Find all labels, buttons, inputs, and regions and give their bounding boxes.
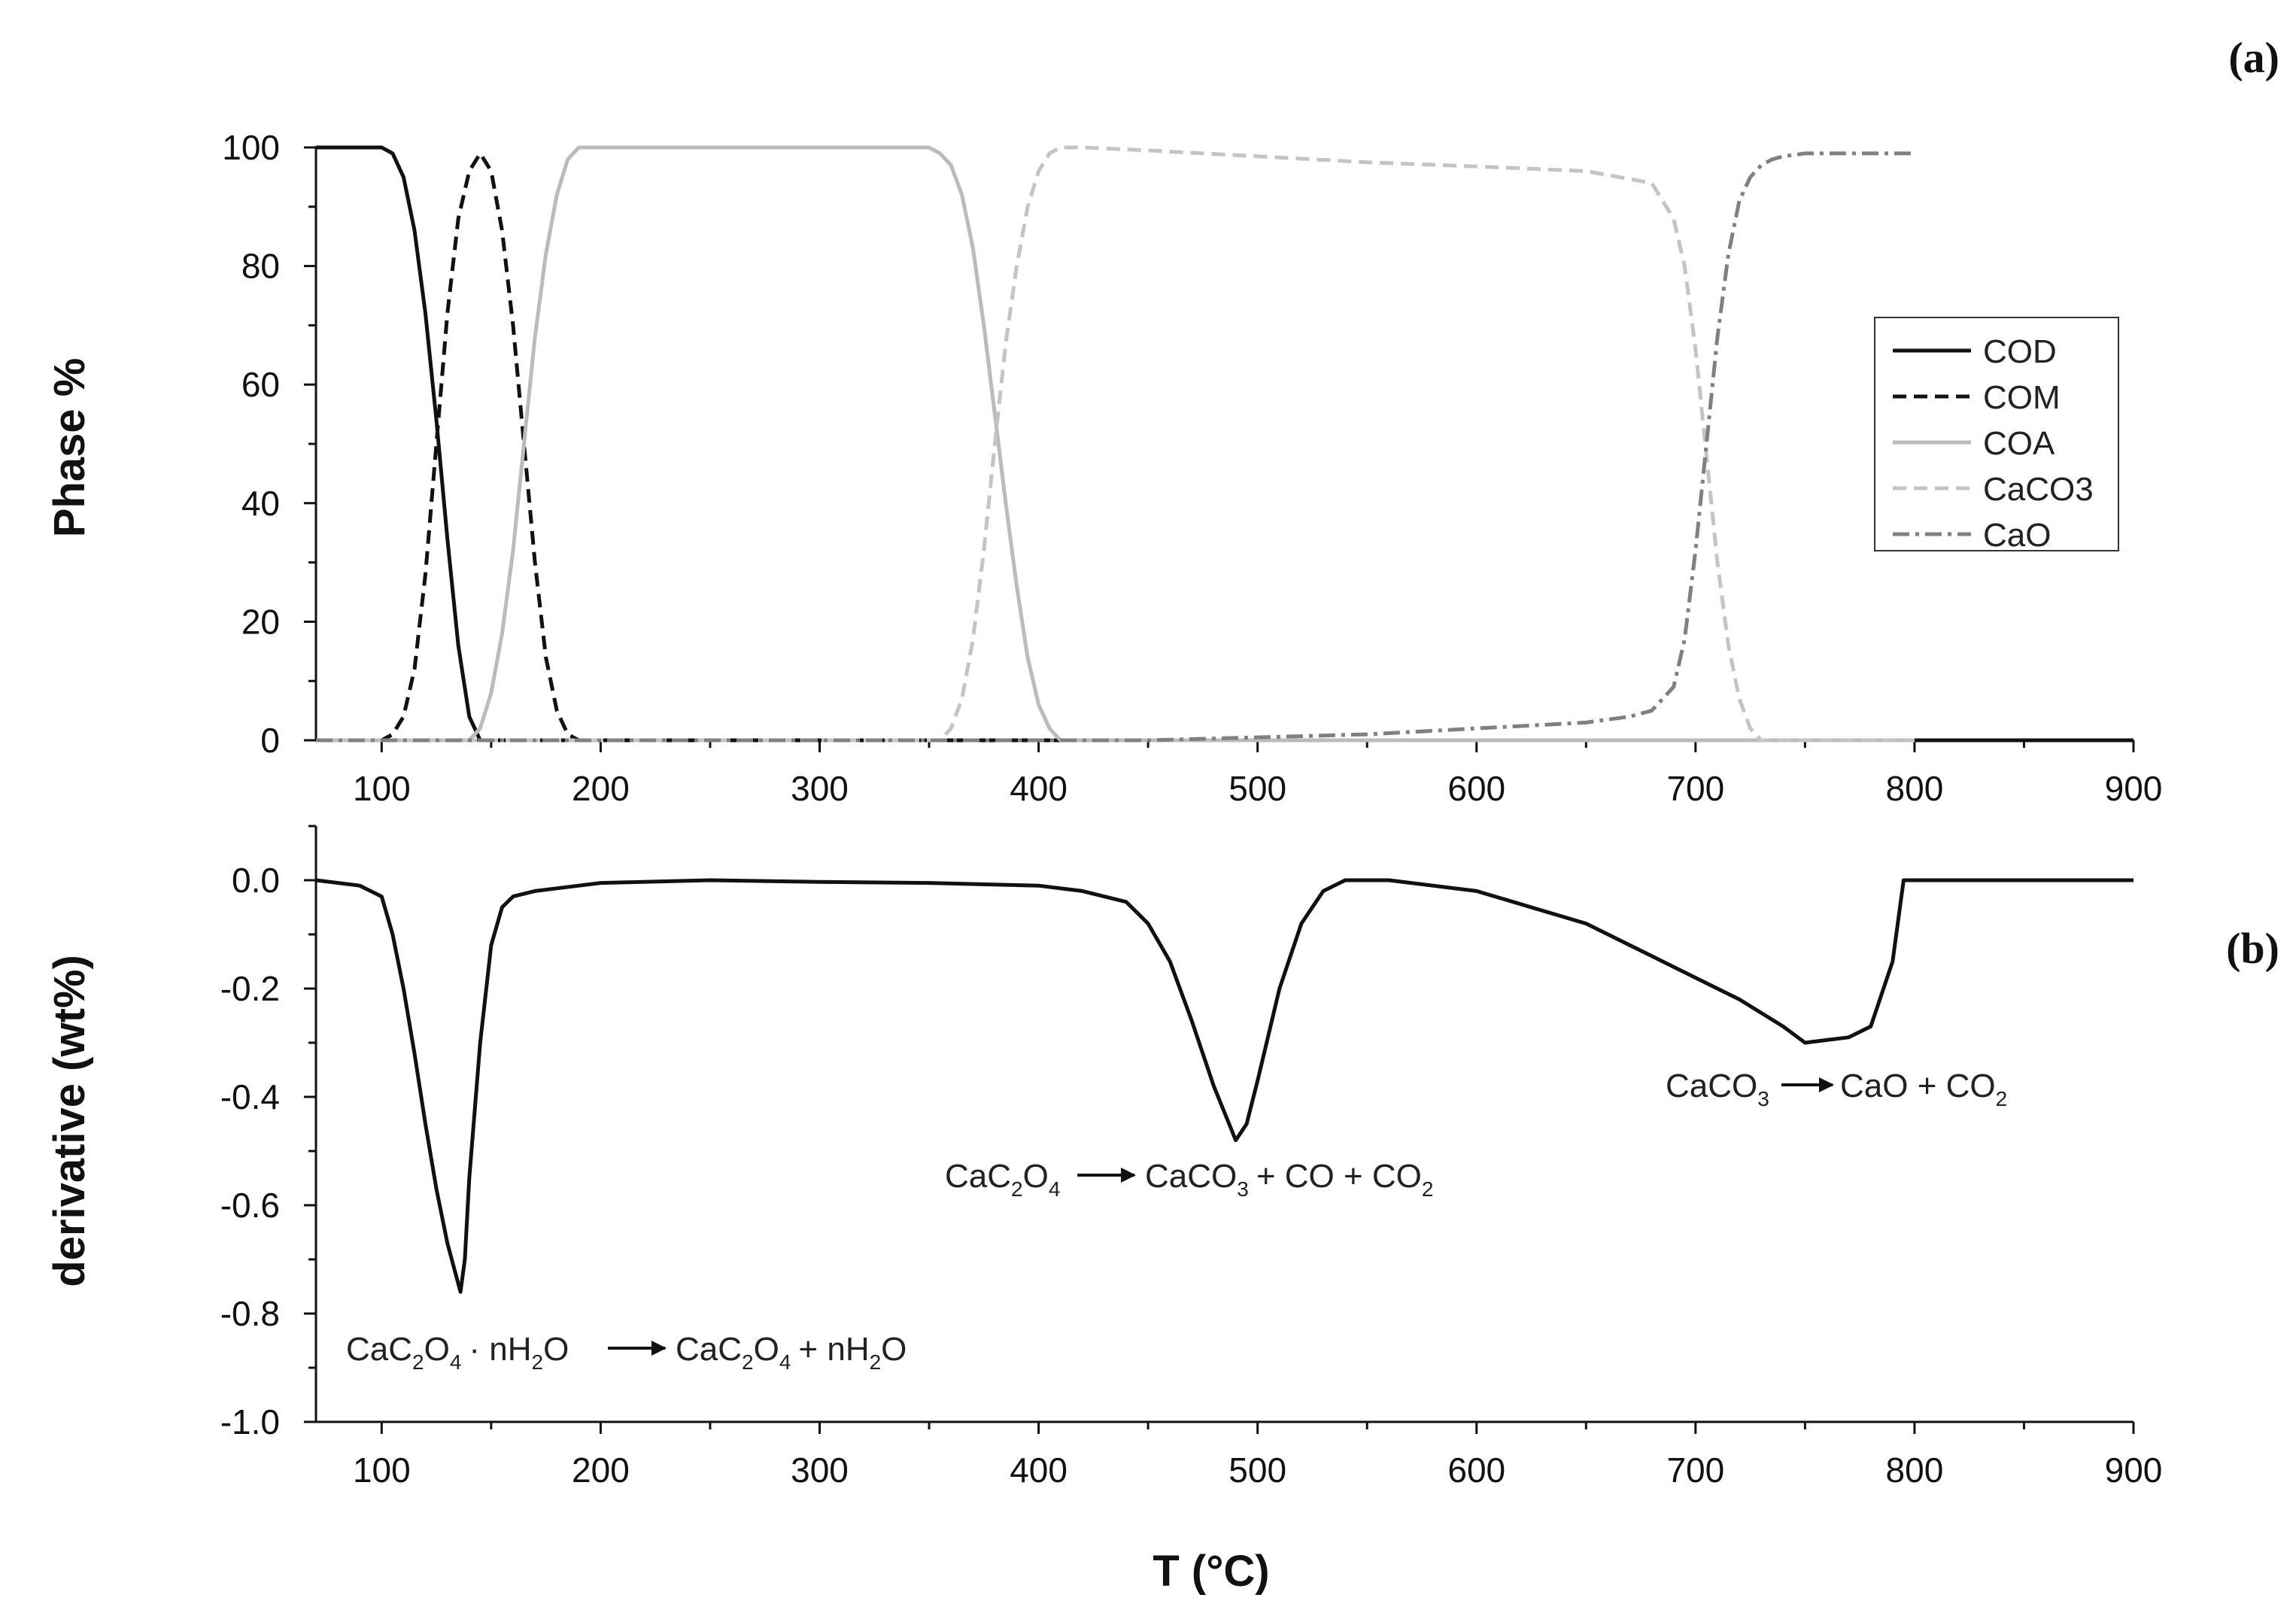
panel-a-y-tick-label: 60	[241, 365, 280, 404]
panel-b-x-tick-label: 900	[2105, 1450, 2163, 1490]
series-line-cao	[316, 151, 1915, 743]
legend-frame	[1874, 317, 2119, 551]
annotation-carbonate-decomposition: CaCO3 CaO + CO2	[1666, 1068, 2007, 1110]
legend-label-coa: COA	[1983, 425, 2055, 462]
annotation-oxalate-rhs: CaCO3 + CO + CO2	[1145, 1158, 1433, 1201]
panel-a-y-tick-label: 20	[241, 602, 280, 641]
panel-a-y-tick-label: 40	[241, 484, 280, 523]
panel-b-x-tick-label: 100	[353, 1450, 411, 1490]
panel-a-y-tick-label: 80	[241, 247, 280, 286]
panel-a-x-tick-label: 800	[1886, 769, 1944, 808]
panel-a-x-tick-label: 500	[1228, 769, 1286, 808]
annotation-dehydration-lhs: CaC2O4 · nH2O	[346, 1331, 569, 1374]
legend-label-cod: COD	[1983, 333, 2057, 370]
panel-a-chart: 100 200 300 400 500 600 700 800 900 0 20 40 60 80100 …	[45, 128, 2162, 808]
x-axis-title: T (°C)	[1153, 1547, 1269, 1596]
panel-b-y-axis-title: derivative (wt%)	[45, 955, 94, 1287]
panel-a-ticks: 100 200 300 400 500 600 700 800 900 0 20 40 60 80 100	[222, 128, 2162, 808]
annotation-dehydration-rhs: CaC2O4 + nH2O	[676, 1331, 907, 1374]
panel-b-y-tick-label: -0.4	[220, 1077, 280, 1116]
panel-label-b: (b)	[2226, 924, 2279, 973]
annotation-oxalate-decomposition: CaC2O4 CaCO3 + CO + CO2	[945, 1158, 1433, 1201]
panel-a-y-tick-label: 0	[260, 721, 280, 760]
panel-b-y-tick-label: -0.6	[220, 1186, 280, 1225]
annotation-carbonate-rhs: CaO + CO2	[1840, 1068, 2007, 1110]
panel-b-x-tick-label: 800	[1886, 1450, 1944, 1490]
panel-b-x-tick-label: 500	[1228, 1450, 1286, 1490]
panel-a-y-tick-label: 100	[222, 128, 280, 167]
annotation-carbonate-lhs: CaCO3	[1666, 1068, 1769, 1110]
legend-label-com: COM	[1983, 379, 2061, 416]
panel-a-x-tick-label: 600	[1447, 769, 1505, 808]
panel-b-y-tick-label: -0.8	[220, 1294, 280, 1333]
panel-b-y-tick-label: -0.2	[220, 969, 280, 1008]
annotation-oxalate-lhs: CaC2O4	[945, 1158, 1060, 1201]
legend: COD COM COA CaCO3 CaO	[1874, 317, 2119, 554]
panel-a-y-axis-title: Phase %	[45, 358, 94, 538]
panel-a-x-tick-label: 900	[2105, 769, 2163, 808]
legend-label-cao: CaO	[1983, 517, 2051, 554]
panel-b-x-tick-label: 300	[791, 1450, 849, 1490]
series-line-caco3	[316, 145, 1915, 743]
panel-b-series	[315, 878, 2134, 1294]
panel-b-x-tick-label: 700	[1666, 1450, 1724, 1490]
series-line-derivative	[315, 878, 2134, 1294]
panel-b-y-tick-label: -1.0	[220, 1402, 280, 1441]
panel-a-x-tick-label: 300	[791, 769, 849, 808]
panel-a-x-tick-label: 400	[1010, 769, 1068, 808]
panel-label-a: (a)	[2228, 33, 2279, 82]
panel-b-y-tick-label: 0.0	[232, 861, 280, 900]
panel-a-x-tick-label: 200	[572, 769, 630, 808]
legend-items: COD COM COA CaCO3 CaO	[1893, 333, 2094, 554]
panel-b-x-tick-label: 400	[1010, 1450, 1068, 1490]
annotation-dehydration: CaC2O4 · nH2O CaC2O4 + nH2O	[346, 1331, 907, 1374]
panel-b-chart: 100 200 300 400 500 600 700 800 900 0.0 -0.2 -0.4 -0…	[45, 825, 2163, 1596]
panel-a-series	[316, 145, 2134, 743]
series-line-coa	[316, 145, 1915, 743]
panel-b-x-tick-label: 200	[572, 1450, 630, 1490]
panel-a-x-tick-label: 100	[353, 769, 411, 808]
panel-a-x-tick-label: 700	[1666, 769, 1724, 808]
panel-b-x-tick-label: 600	[1447, 1450, 1505, 1490]
legend-label-caco3: CaCO3	[1983, 471, 2094, 508]
panel-b-ticks: 100 200 300 400 500 600 700 800 900 0.0 -0.2 -0.4 -0…	[220, 825, 2163, 1490]
